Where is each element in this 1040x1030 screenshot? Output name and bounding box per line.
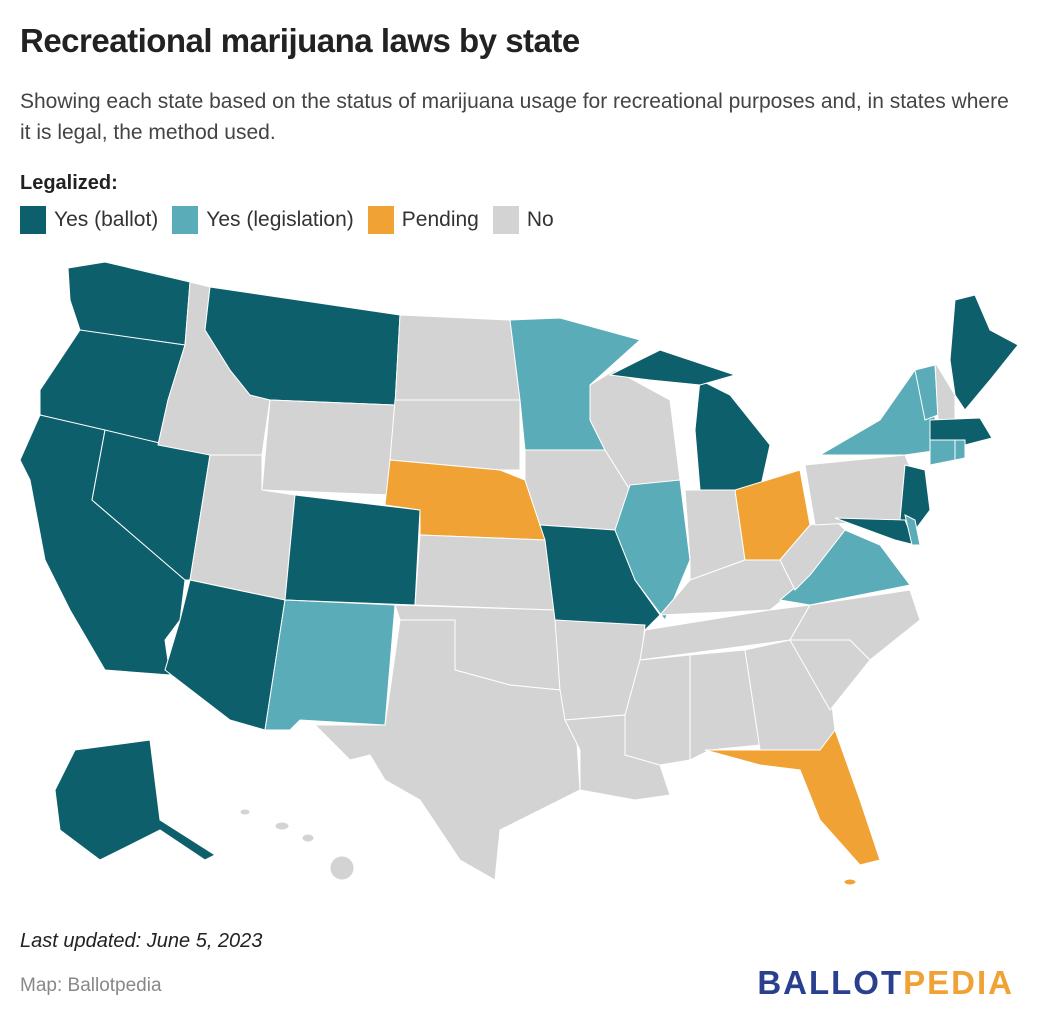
legend-item: Pending xyxy=(367,206,479,234)
state xyxy=(261,399,396,496)
logo-part: BALLOT xyxy=(757,964,904,1001)
state xyxy=(164,579,286,731)
state xyxy=(301,833,315,843)
legend-label: No xyxy=(526,208,554,231)
legend-label: Yes (legislation) xyxy=(206,208,354,231)
state xyxy=(313,619,581,881)
legend-swatch xyxy=(492,206,519,234)
state xyxy=(804,454,916,526)
state xyxy=(239,808,251,816)
state xyxy=(789,589,921,661)
state xyxy=(929,439,956,466)
state xyxy=(394,314,521,406)
state xyxy=(389,399,521,471)
state xyxy=(414,534,556,611)
state xyxy=(608,349,737,386)
legend-label: Yes (ballot) xyxy=(54,208,159,231)
state xyxy=(704,728,881,866)
legend-item: Yes (ballot) xyxy=(20,206,158,234)
state xyxy=(954,439,966,461)
state xyxy=(329,855,355,881)
legend: Yes (ballot) Yes (legislation) Pending No xyxy=(20,206,554,234)
state xyxy=(274,821,290,831)
legend-title: Legalized: xyxy=(20,172,118,194)
legend-swatch xyxy=(367,206,394,234)
legend-swatch xyxy=(20,206,46,234)
state xyxy=(284,494,421,606)
state xyxy=(694,379,771,491)
logo: BALLOTPEDIA xyxy=(757,964,1014,1002)
state xyxy=(614,479,691,621)
state xyxy=(689,649,761,761)
state xyxy=(949,294,1019,411)
state xyxy=(779,519,846,591)
state xyxy=(843,878,857,886)
subtitle: Showing each state based on the status o… xyxy=(20,90,1009,144)
state xyxy=(929,417,993,446)
title: Recreational marijuana laws by state xyxy=(20,22,580,59)
legend-swatch xyxy=(172,206,199,234)
last-updated: Last updated: June 5, 2023 xyxy=(20,930,263,952)
legend-item: Yes (legislation) xyxy=(172,206,354,234)
state xyxy=(899,464,931,531)
legend-item: No xyxy=(492,206,554,234)
state xyxy=(264,599,396,731)
logo-part: PEDIA xyxy=(903,964,1014,1001)
state xyxy=(904,514,921,546)
state xyxy=(54,739,217,861)
map xyxy=(19,261,1019,886)
source: Map: Ballotpedia xyxy=(20,975,162,996)
legend-label: Pending xyxy=(401,208,479,231)
